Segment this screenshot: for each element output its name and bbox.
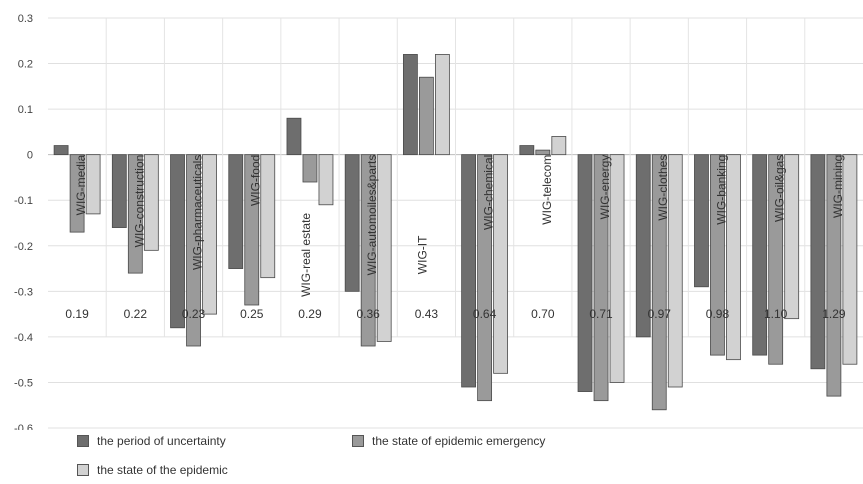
bar xyxy=(461,154,477,388)
category-label: WIG-real estate xyxy=(299,213,313,297)
legend-item-emergency: the state of epidemic emergency xyxy=(352,434,545,448)
category-value-label: 0.23 xyxy=(182,307,206,321)
bar xyxy=(376,154,392,342)
bar xyxy=(694,154,709,288)
bar xyxy=(535,149,551,156)
category-value-label: 0.19 xyxy=(65,307,89,321)
category-value-label: 0.29 xyxy=(298,307,322,321)
bar xyxy=(344,154,360,292)
y-tick-label: 0.3 xyxy=(18,13,33,25)
y-tick-label: -0.1 xyxy=(14,195,33,207)
bar xyxy=(493,154,509,374)
legend-swatch xyxy=(352,435,364,447)
bar xyxy=(111,154,127,228)
bar xyxy=(667,154,683,388)
legend-item-epidemic: the state of the epidemic xyxy=(77,463,228,477)
bar xyxy=(127,154,143,274)
bar xyxy=(244,154,260,306)
category-label: WIG-media xyxy=(74,154,88,215)
category-value-label: 0.97 xyxy=(648,307,672,321)
legend-label: the state of epidemic emergency xyxy=(372,434,546,448)
bar xyxy=(85,154,101,215)
category-value-label: 0.36 xyxy=(356,307,380,321)
bar xyxy=(519,145,535,156)
bar xyxy=(768,154,784,365)
category-value-label: 0.22 xyxy=(124,307,148,321)
category-value-label: 0.43 xyxy=(415,307,439,321)
category-label: WIG-automoiles&parts xyxy=(365,155,379,276)
bar xyxy=(551,136,567,156)
category-value-label: 0.64 xyxy=(473,307,497,321)
bar xyxy=(286,117,302,156)
category-label: WIG-banking xyxy=(714,155,728,225)
category-label: WIG-oil&gas xyxy=(773,155,787,222)
category-value-label: 0.71 xyxy=(589,307,613,321)
y-tick-label: 0.1 xyxy=(18,104,33,116)
bar xyxy=(170,154,185,329)
y-tick-label: -0.3 xyxy=(14,286,33,298)
category-value-label: 0.70 xyxy=(531,307,555,321)
bar xyxy=(202,154,217,315)
bar xyxy=(710,154,725,356)
legend-label: the state of the epidemic xyxy=(97,463,228,477)
category-label: WIG-telecom xyxy=(540,155,554,225)
bar xyxy=(318,154,334,206)
bar xyxy=(752,154,768,356)
category-label: WIG-food xyxy=(249,155,263,206)
bar xyxy=(53,145,69,156)
bar xyxy=(726,154,741,361)
bar xyxy=(402,54,418,156)
y-tick-label: 0 xyxy=(27,150,33,162)
category-label: WIG-IT xyxy=(415,235,429,274)
category-label: WIG-pharmaceuticals xyxy=(191,155,205,270)
bar xyxy=(810,154,826,370)
legend-swatch xyxy=(77,464,89,476)
legend-item-uncertainty: the period of uncertainty xyxy=(77,434,226,448)
bar xyxy=(826,154,842,397)
bar xyxy=(651,154,667,411)
bar xyxy=(143,154,159,251)
bar xyxy=(593,154,609,402)
legend-swatch xyxy=(77,435,89,447)
category-value-label: 0.25 xyxy=(240,307,264,321)
category-label: WIG-chemical xyxy=(482,155,496,230)
legend-label: the period of uncertainty xyxy=(97,434,226,448)
bar xyxy=(434,54,450,156)
bar xyxy=(418,76,434,156)
category-label: WIG-clothes xyxy=(656,155,670,221)
bar xyxy=(260,154,276,279)
y-tick-label: -0.5 xyxy=(14,377,33,389)
category-value-label: 1.29 xyxy=(822,307,846,321)
category-value-label: 1.10 xyxy=(764,307,788,321)
bar xyxy=(477,154,493,402)
bar xyxy=(609,154,625,383)
bar xyxy=(228,154,244,269)
category-value-label: 0.98 xyxy=(706,307,730,321)
bar xyxy=(69,154,85,233)
category-label: WIG-energy xyxy=(598,155,612,220)
category-label: WIG-construction xyxy=(132,155,146,248)
bar xyxy=(784,154,800,320)
bar xyxy=(360,154,376,347)
bar xyxy=(635,154,651,338)
y-tick-label: 0.2 xyxy=(18,59,33,71)
bar-chart: 0.3 0.2 0.1 0 -0.1 -0.2 -0.3 -0.4 -0.5 -0.6 0.19 0.… xyxy=(14,13,863,430)
bar xyxy=(302,154,318,183)
bar xyxy=(186,154,201,347)
bar xyxy=(842,154,858,365)
y-tick-label: -0.2 xyxy=(14,241,33,253)
category-label: WIG-mining xyxy=(831,155,845,218)
y-tick-label: -0.6 xyxy=(14,423,33,430)
y-tick-label: -0.4 xyxy=(14,332,33,344)
bar xyxy=(577,154,593,392)
